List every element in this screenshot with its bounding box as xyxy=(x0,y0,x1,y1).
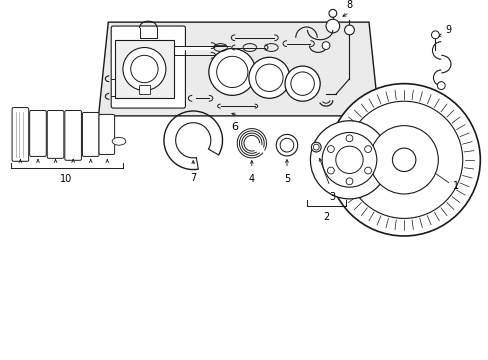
Circle shape xyxy=(364,146,371,153)
Circle shape xyxy=(311,142,321,152)
Circle shape xyxy=(325,19,339,33)
Circle shape xyxy=(430,31,438,39)
Circle shape xyxy=(122,48,165,90)
Text: 2: 2 xyxy=(322,212,328,221)
FancyBboxPatch shape xyxy=(99,114,114,154)
FancyBboxPatch shape xyxy=(47,111,64,158)
FancyBboxPatch shape xyxy=(111,26,185,108)
Circle shape xyxy=(255,64,283,91)
Bar xyxy=(138,85,150,94)
Circle shape xyxy=(327,84,479,236)
Text: 4: 4 xyxy=(248,175,254,184)
Circle shape xyxy=(290,72,314,95)
Polygon shape xyxy=(98,22,378,116)
FancyBboxPatch shape xyxy=(82,112,99,156)
Text: 10: 10 xyxy=(60,175,72,184)
Circle shape xyxy=(436,82,444,90)
Circle shape xyxy=(346,178,352,185)
Circle shape xyxy=(327,146,334,153)
Circle shape xyxy=(208,49,255,95)
Text: 6: 6 xyxy=(231,122,238,132)
Text: 9: 9 xyxy=(444,25,450,35)
Circle shape xyxy=(216,56,247,87)
Circle shape xyxy=(369,126,437,194)
Text: 5: 5 xyxy=(283,175,289,184)
Circle shape xyxy=(327,167,334,174)
Circle shape xyxy=(328,9,336,17)
Text: 8: 8 xyxy=(346,0,352,10)
FancyBboxPatch shape xyxy=(30,111,46,156)
Circle shape xyxy=(345,101,462,219)
Bar xyxy=(115,40,173,98)
Circle shape xyxy=(322,132,376,187)
Circle shape xyxy=(313,144,319,150)
Text: 3: 3 xyxy=(329,192,335,202)
Circle shape xyxy=(130,55,158,83)
Circle shape xyxy=(364,167,371,174)
Circle shape xyxy=(322,42,329,49)
FancyBboxPatch shape xyxy=(65,111,81,160)
Ellipse shape xyxy=(112,138,125,145)
Circle shape xyxy=(335,146,363,174)
Circle shape xyxy=(344,25,354,35)
Circle shape xyxy=(248,57,289,98)
Circle shape xyxy=(346,135,352,142)
Circle shape xyxy=(392,148,415,171)
FancyBboxPatch shape xyxy=(12,108,29,161)
Text: 1: 1 xyxy=(452,181,458,191)
Circle shape xyxy=(285,66,320,101)
Circle shape xyxy=(310,121,388,199)
Text: 7: 7 xyxy=(190,172,196,183)
